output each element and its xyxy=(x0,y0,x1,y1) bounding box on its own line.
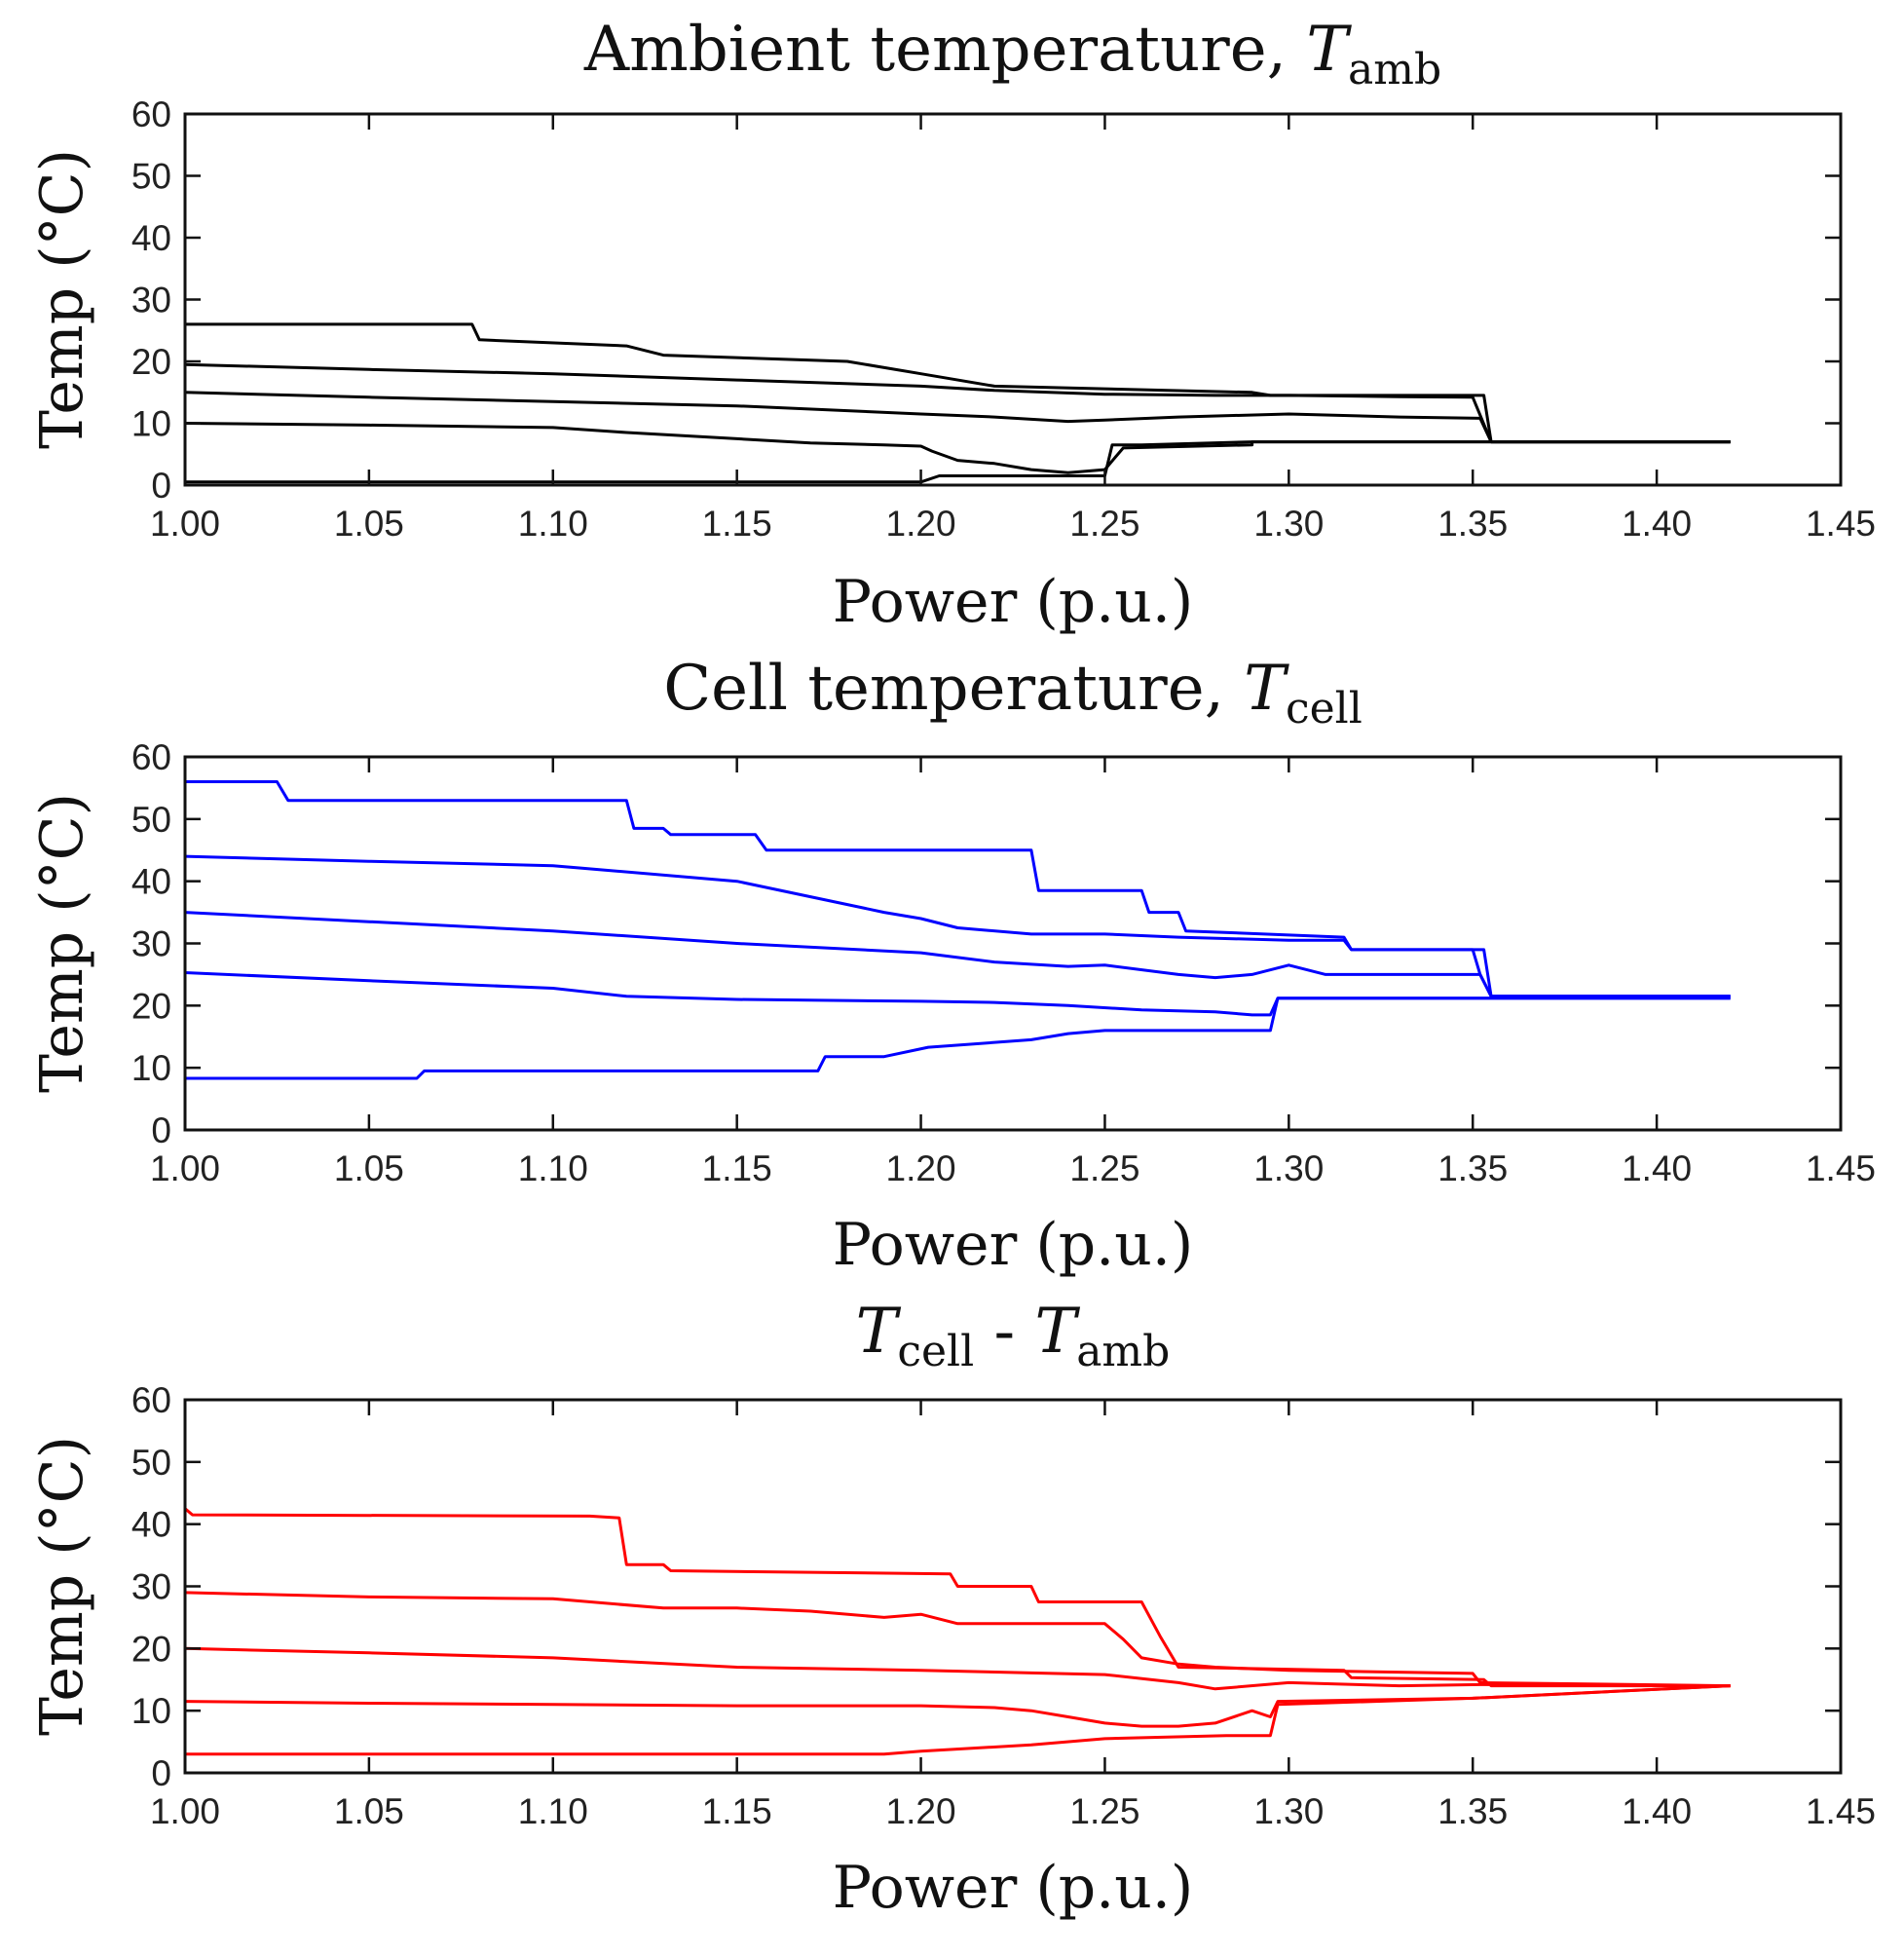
x-tick-label: 1.05 xyxy=(334,504,404,544)
x-tick-label: 1.25 xyxy=(1069,504,1139,544)
x-tick-label: 1.30 xyxy=(1253,1791,1324,1831)
series-line-upper-mid xyxy=(184,854,1731,998)
y-tick-label: 10 xyxy=(131,1691,171,1731)
series-line-lower xyxy=(185,997,1731,1080)
y-tick-label: 30 xyxy=(131,281,171,320)
x-tick-label: 1.20 xyxy=(886,1148,956,1188)
y-tick-label: 10 xyxy=(131,1048,171,1088)
x-tick-label: 1.25 xyxy=(1069,1148,1139,1188)
y-axis-label: Temp (°C) xyxy=(28,1436,96,1736)
x-tick-label: 1.15 xyxy=(702,1148,772,1188)
x-tick-label: 1.45 xyxy=(1806,1148,1876,1188)
x-tick-label: 1.30 xyxy=(1253,1148,1324,1188)
cell-temperature-chart: Cell temperature, Tcell 1.00 1.05 1.10 1.15… xyxy=(28,653,1876,1279)
y-tick-label: 60 xyxy=(131,1380,171,1420)
x-tick-label: 1.00 xyxy=(150,1148,220,1188)
y-tick-label: 0 xyxy=(151,1110,171,1150)
x-tick-label: 1.20 xyxy=(886,504,956,544)
y-tick-label: 50 xyxy=(131,157,171,197)
series-line-upper-mid xyxy=(184,362,1731,444)
series-line-lower-mid xyxy=(184,1684,1731,1728)
y-tick-label: 0 xyxy=(151,466,171,506)
chart-title: Ambient temperature, Tamb xyxy=(583,14,1441,94)
x-tick-label: 1.30 xyxy=(1253,504,1324,544)
series-line-lower xyxy=(185,1684,1731,1756)
x-tick-label: 1.20 xyxy=(886,1791,956,1831)
series-line-middle xyxy=(184,1646,1731,1691)
y-tick-label: 60 xyxy=(131,737,171,777)
y-axis-label: Temp (°C) xyxy=(28,793,96,1093)
y-axis-label: Temp (°C) xyxy=(28,149,96,449)
y-tick-label: 20 xyxy=(131,1629,171,1669)
series-line-lower-mid xyxy=(184,971,1731,1017)
x-tick-label: 1.45 xyxy=(1806,1791,1876,1831)
series-line-lower-mid xyxy=(184,422,1731,474)
series-line-upper xyxy=(185,322,1731,444)
y-tick-label: 30 xyxy=(131,1567,171,1607)
y-tick-label: 40 xyxy=(131,218,171,258)
chart-title: Cell temperature, Tcell xyxy=(663,653,1363,734)
x-tick-label: 1.10 xyxy=(518,1791,588,1831)
x-tick-label: 1.05 xyxy=(334,1791,404,1831)
x-tick-label: 1.00 xyxy=(150,504,220,544)
y-tick-label: 40 xyxy=(131,1505,171,1545)
chart-title: Tcell - Tamb xyxy=(856,1296,1171,1376)
x-tick-label: 1.00 xyxy=(150,1791,220,1831)
x-tick-label: 1.25 xyxy=(1069,1791,1139,1831)
x-tick-label: 1.15 xyxy=(702,504,772,544)
series-line-lower xyxy=(185,440,1731,484)
x-tick-label: 1.15 xyxy=(702,1791,772,1831)
x-tick-label: 1.35 xyxy=(1437,1148,1508,1188)
x-tick-label: 1.40 xyxy=(1622,1791,1692,1831)
x-tick-label: 1.05 xyxy=(334,1148,404,1188)
y-tick-label: 30 xyxy=(131,924,171,964)
x-axis-label: Power (p.u.) xyxy=(833,1854,1194,1922)
y-tick-label: 50 xyxy=(131,1443,171,1483)
x-tick-label: 1.10 xyxy=(518,504,588,544)
ambient-temperature-chart: Ambient temperature, Tamb 1.00 1.05 1.10 1.… xyxy=(28,14,1876,636)
x-tick-label: 1.45 xyxy=(1806,504,1876,544)
y-tick-label: 60 xyxy=(131,94,171,134)
series-line-middle xyxy=(184,391,1731,444)
x-tick-label: 1.40 xyxy=(1622,1148,1692,1188)
y-tick-label: 20 xyxy=(131,986,171,1026)
y-tick-label: 0 xyxy=(151,1753,171,1793)
temperature-difference-chart: Tcell - Tamb 1.00 1.05 1.10 1.15 1.20 1.25 1.3… xyxy=(28,1296,1876,1922)
y-tick-label: 10 xyxy=(131,404,171,444)
x-tick-label: 1.35 xyxy=(1437,1791,1508,1831)
x-tick-label: 1.10 xyxy=(518,1148,588,1188)
series-line-upper xyxy=(184,1507,1731,1688)
y-tick-label: 20 xyxy=(131,342,171,382)
series-line-upper-mid xyxy=(184,1591,1731,1688)
x-axis-label: Power (p.u.) xyxy=(833,568,1194,636)
x-tick-label: 1.40 xyxy=(1622,504,1692,544)
x-tick-label: 1.35 xyxy=(1437,504,1508,544)
x-axis-label: Power (p.u.) xyxy=(833,1211,1194,1279)
y-tick-label: 40 xyxy=(131,862,171,902)
series-line-middle xyxy=(184,911,1731,998)
y-tick-label: 50 xyxy=(131,800,171,840)
